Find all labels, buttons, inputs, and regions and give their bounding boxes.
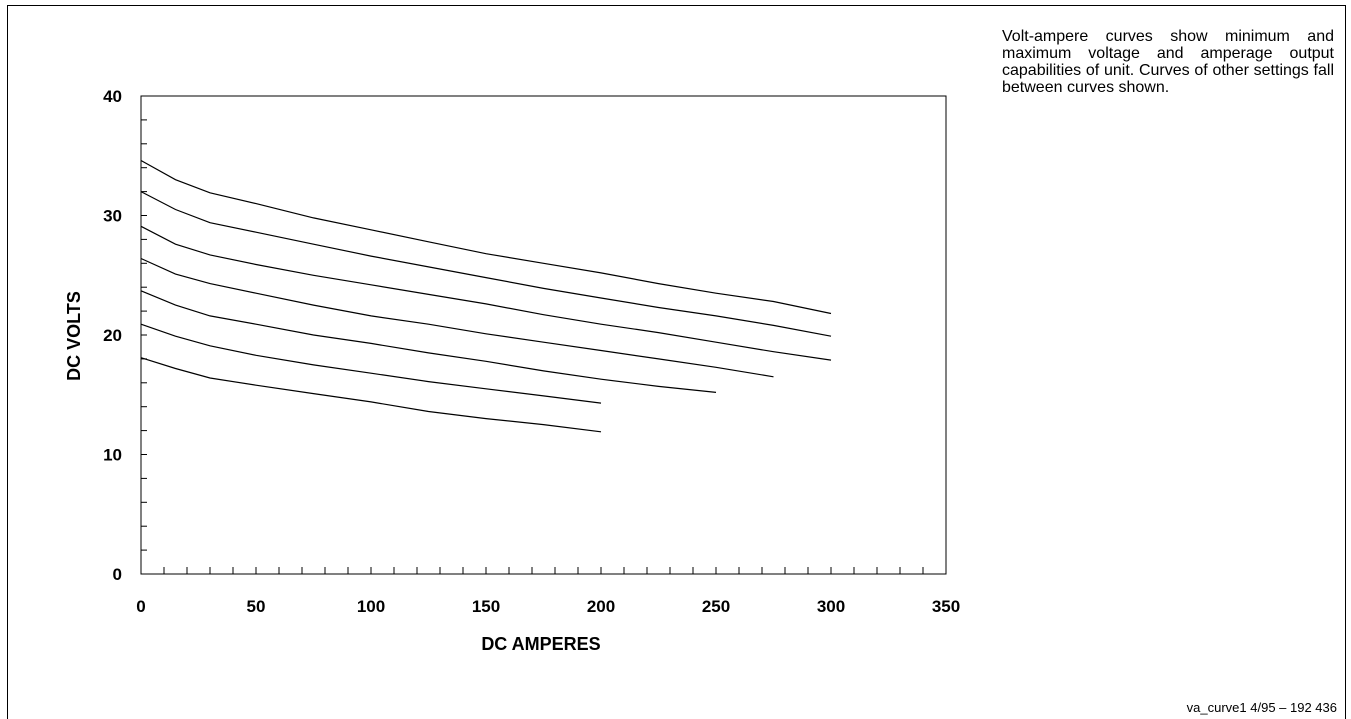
- x-tick-label: 150: [472, 597, 500, 616]
- y-tick-label: 0: [113, 565, 122, 584]
- curve-line-7: [140, 357, 602, 433]
- curve-line-5: [140, 290, 717, 393]
- y-axis-title: DC VOLTS: [64, 291, 84, 381]
- x-tick-labels: 0 50 100 150 200 250 300 350: [136, 597, 960, 616]
- curves: [140, 159, 832, 433]
- y-tick-label: 30: [103, 207, 122, 226]
- y-tick-labels: 0 10 20 30 40: [103, 87, 122, 584]
- y-tick-label: 20: [103, 326, 122, 345]
- x-tick-label: 250: [702, 597, 730, 616]
- chart-description: Volt-ampere curves show minimum and maxi…: [1002, 28, 1334, 96]
- x-tick-label: 0: [136, 597, 145, 616]
- curve-line-4: [140, 257, 774, 378]
- curve-line-3: [140, 225, 832, 361]
- curve-line-6: [140, 323, 602, 404]
- x-tick-label: 100: [357, 597, 385, 616]
- curve-line-2: [140, 191, 832, 337]
- figure-frame: [7, 5, 1346, 719]
- y-tick-label: 10: [103, 446, 122, 465]
- x-tick-label: 200: [587, 597, 615, 616]
- x-tick-label: 350: [932, 597, 960, 616]
- x-tick-label: 300: [817, 597, 845, 616]
- x-axis-title: DC AMPERES: [481, 634, 600, 654]
- x-tick-label: 50: [247, 597, 266, 616]
- axis-ticks: [141, 119, 924, 574]
- y-tick-label: 40: [103, 87, 122, 106]
- figure-code: va_curve1 4/95 – 192 436: [1186, 700, 1337, 715]
- curve-line-1: [140, 159, 832, 315]
